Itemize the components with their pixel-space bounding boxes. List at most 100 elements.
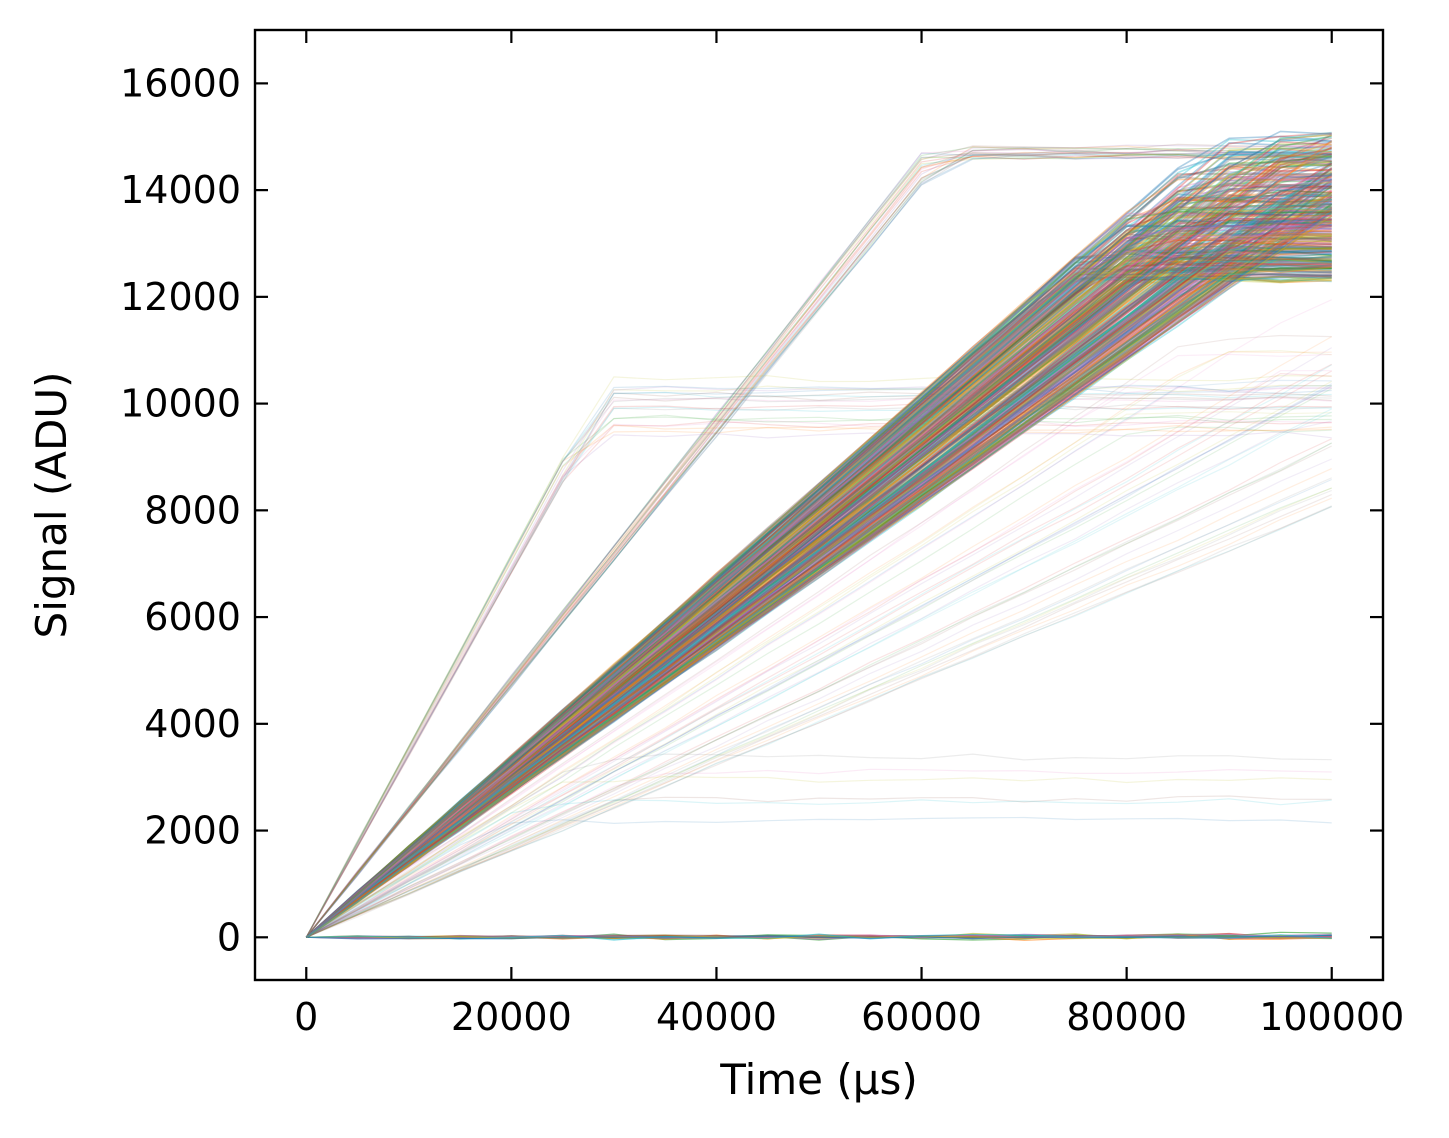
series-line bbox=[305, 203, 1333, 938]
series-line bbox=[306, 506, 1332, 938]
series-line bbox=[305, 218, 1332, 938]
y-axis-label: Signal (ADU) bbox=[27, 372, 76, 639]
series-line bbox=[305, 222, 1332, 938]
series-line bbox=[305, 374, 1332, 938]
series-line bbox=[305, 387, 1332, 938]
series-line bbox=[305, 172, 1333, 938]
series-line bbox=[305, 262, 1332, 938]
series-line bbox=[305, 182, 1333, 938]
series-line bbox=[305, 273, 1332, 938]
series-line bbox=[305, 251, 1332, 938]
series-line bbox=[305, 221, 1332, 938]
series-line bbox=[305, 232, 1332, 938]
series-line bbox=[305, 191, 1333, 938]
y-tick-label: 10000 bbox=[120, 382, 241, 426]
series-line bbox=[305, 267, 1332, 938]
series-line bbox=[305, 816, 1332, 938]
series-line bbox=[305, 162, 1332, 938]
series-line bbox=[305, 207, 1333, 938]
series-line bbox=[305, 135, 1332, 938]
series-line bbox=[305, 426, 1332, 938]
series-line bbox=[305, 154, 1332, 938]
series-line bbox=[306, 458, 1332, 938]
series-line bbox=[306, 497, 1332, 938]
series-line bbox=[305, 237, 1332, 938]
series-line bbox=[305, 275, 1332, 938]
series-line bbox=[305, 175, 1332, 938]
series-line bbox=[305, 217, 1332, 938]
series-line bbox=[305, 218, 1332, 938]
series-line bbox=[305, 195, 1333, 938]
series-line bbox=[305, 214, 1332, 938]
series-line bbox=[305, 183, 1332, 938]
series-line bbox=[305, 160, 1332, 938]
series-line bbox=[305, 131, 1332, 938]
series-line bbox=[305, 232, 1332, 938]
series-line bbox=[305, 222, 1332, 938]
series-line bbox=[305, 414, 1332, 938]
series-line bbox=[305, 221, 1332, 938]
series-line bbox=[305, 216, 1332, 938]
series-line bbox=[305, 133, 1332, 938]
series-line bbox=[305, 175, 1333, 938]
series-line bbox=[305, 184, 1332, 938]
series-line bbox=[306, 363, 1332, 938]
series-line bbox=[305, 166, 1333, 938]
series-line bbox=[305, 165, 1332, 938]
series-line bbox=[305, 272, 1332, 938]
series-line bbox=[305, 159, 1332, 938]
series-line bbox=[305, 207, 1332, 938]
series-line bbox=[305, 224, 1332, 938]
series-line bbox=[305, 231, 1332, 938]
series-line bbox=[305, 246, 1332, 938]
series-line bbox=[305, 260, 1332, 938]
series-line bbox=[305, 153, 1332, 938]
series-line bbox=[305, 426, 1332, 938]
series-line bbox=[305, 198, 1332, 938]
series-line bbox=[305, 255, 1332, 938]
series-line bbox=[305, 132, 1332, 938]
series-line bbox=[305, 141, 1332, 938]
series-line bbox=[305, 212, 1332, 938]
series-line bbox=[305, 151, 1332, 938]
series-line bbox=[305, 183, 1332, 938]
series-line bbox=[305, 154, 1332, 938]
series-line bbox=[305, 219, 1332, 938]
series-line bbox=[305, 234, 1332, 938]
series-line bbox=[305, 219, 1332, 938]
series-line bbox=[305, 146, 1332, 938]
series-line bbox=[305, 146, 1333, 938]
series-line bbox=[305, 276, 1332, 938]
series-line bbox=[305, 146, 1332, 938]
series-line bbox=[306, 336, 1332, 938]
series-line bbox=[305, 148, 1332, 938]
series-line bbox=[305, 153, 1332, 938]
series-line bbox=[305, 775, 1332, 938]
series-line bbox=[305, 238, 1332, 938]
series-line bbox=[305, 220, 1332, 938]
series-line bbox=[305, 164, 1333, 938]
series-line bbox=[305, 166, 1332, 938]
series-line bbox=[305, 395, 1332, 938]
series-line bbox=[305, 213, 1332, 938]
series-line bbox=[305, 134, 1332, 938]
series-line bbox=[305, 171, 1333, 938]
series-line bbox=[305, 171, 1332, 938]
series-line bbox=[305, 397, 1332, 938]
series-line bbox=[305, 248, 1332, 938]
series-line bbox=[305, 256, 1332, 938]
series-line bbox=[306, 494, 1332, 938]
series-line bbox=[305, 222, 1332, 938]
series-line bbox=[305, 206, 1332, 938]
y-axis: 0 2000 4000 6000 8000 10000 12000 14000 16000 bbox=[120, 61, 1383, 959]
series-line bbox=[305, 228, 1332, 938]
series-line bbox=[305, 136, 1332, 938]
series-line bbox=[305, 188, 1332, 938]
series-line bbox=[305, 234, 1332, 938]
series-line bbox=[306, 386, 1332, 938]
x-tick-label: 20000 bbox=[451, 995, 572, 1039]
series-line bbox=[305, 266, 1332, 938]
series-line bbox=[305, 214, 1332, 938]
series-line bbox=[305, 268, 1332, 938]
